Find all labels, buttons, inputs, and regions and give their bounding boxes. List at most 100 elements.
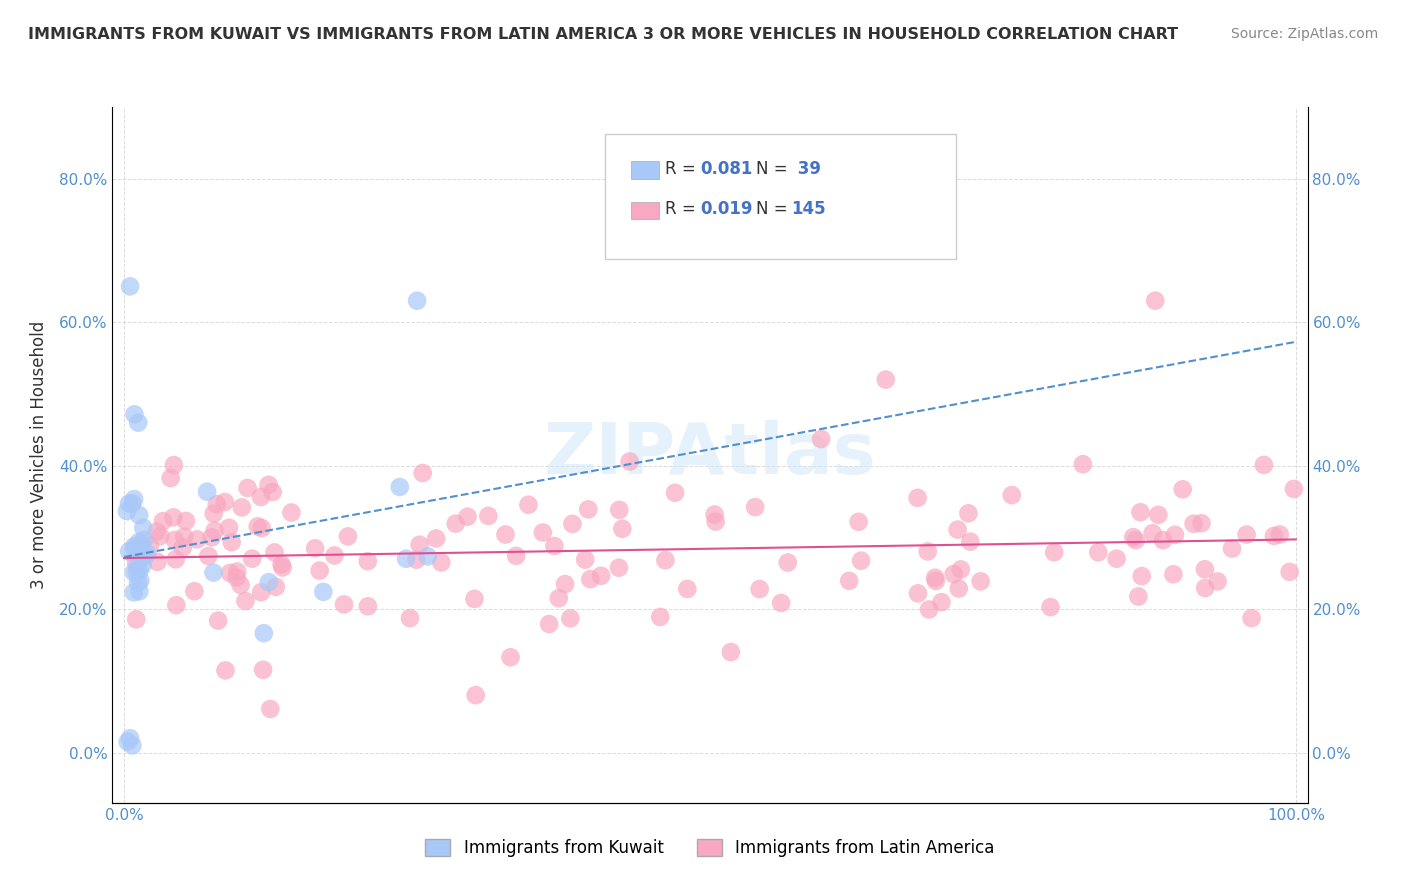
Immigrants from Kuwait: [128, 563, 150, 577]
Immigrants from Kuwait: [416, 549, 439, 564]
Immigrants from Latin America: [145, 524, 167, 539]
Immigrants from Kuwait: [121, 739, 143, 753]
Immigrants from Latin America: [271, 560, 294, 574]
Immigrants from Latin America: [664, 485, 686, 500]
Immigrants from Latin America: [225, 571, 247, 585]
Immigrants from Latin America: [1001, 488, 1024, 502]
Y-axis label: 3 or more Vehicles in Household: 3 or more Vehicles in Household: [30, 321, 48, 589]
Immigrants from Latin America: [250, 585, 273, 599]
Immigrants from Latin America: [1236, 527, 1258, 541]
Immigrants from Latin America: [323, 549, 346, 563]
Immigrants from Kuwait: [132, 533, 155, 547]
Immigrants from Kuwait: [253, 626, 276, 640]
Immigrants from Latin America: [942, 567, 965, 582]
Immigrants from Latin America: [1182, 516, 1205, 531]
Immigrants from Latin America: [591, 569, 613, 583]
Immigrants from Kuwait: [132, 521, 155, 535]
Immigrants from Latin America: [444, 516, 467, 531]
Immigrants from Latin America: [207, 614, 229, 628]
Immigrants from Latin America: [280, 506, 302, 520]
Text: R =: R =: [665, 200, 702, 218]
Immigrants from Latin America: [547, 591, 569, 606]
Immigrants from Latin America: [703, 508, 725, 522]
Immigrants from Latin America: [924, 571, 946, 585]
Immigrants from Latin America: [607, 503, 630, 517]
Immigrants from Latin America: [250, 490, 273, 504]
Immigrants from Latin America: [218, 521, 240, 535]
Immigrants from Kuwait: [129, 574, 152, 588]
Immigrants from Latin America: [1263, 529, 1285, 543]
Immigrants from Latin America: [1194, 562, 1216, 576]
Text: N =: N =: [756, 160, 793, 178]
Immigrants from Latin America: [560, 611, 582, 625]
Immigrants from Latin America: [464, 688, 486, 702]
Immigrants from Latin America: [186, 533, 208, 547]
Immigrants from Kuwait: [202, 566, 225, 580]
Immigrants from Kuwait: [125, 566, 148, 580]
Immigrants from Latin America: [357, 599, 380, 614]
Immigrants from Latin America: [1043, 545, 1066, 559]
Immigrants from Kuwait: [128, 535, 150, 549]
Immigrants from Latin America: [969, 574, 991, 589]
Immigrants from Latin America: [1105, 551, 1128, 566]
Immigrants from Kuwait: [118, 496, 141, 510]
Immigrants from Latin America: [1268, 527, 1291, 541]
Immigrants from Latin America: [162, 510, 184, 524]
Immigrants from Latin America: [720, 645, 742, 659]
Immigrants from Latin America: [1253, 458, 1275, 472]
Immigrants from Kuwait: [122, 585, 145, 599]
Immigrants from Kuwait: [124, 541, 146, 556]
Immigrants from Latin America: [259, 702, 281, 716]
Immigrants from Latin America: [252, 663, 274, 677]
Immigrants from Kuwait: [121, 496, 143, 510]
Immigrants from Kuwait: [134, 549, 156, 563]
Immigrants from Kuwait: [195, 484, 218, 499]
Immigrants from Latin America: [907, 586, 929, 600]
Text: N =: N =: [756, 200, 793, 218]
Immigrants from Latin America: [399, 611, 422, 625]
Immigrants from Latin America: [748, 582, 770, 596]
Immigrants from Latin America: [948, 582, 970, 596]
Immigrants from Latin America: [704, 515, 727, 529]
Immigrants from Kuwait: [129, 551, 152, 566]
Immigrants from Kuwait: [388, 480, 411, 494]
Immigrants from Latin America: [531, 525, 554, 540]
Immigrants from Latin America: [543, 539, 565, 553]
Immigrants from Kuwait: [395, 551, 418, 566]
Immigrants from Latin America: [1171, 483, 1194, 497]
Immigrants from Latin America: [405, 552, 427, 566]
Legend: Immigrants from Kuwait, Immigrants from Latin America: Immigrants from Kuwait, Immigrants from …: [419, 832, 1001, 864]
Immigrants from Latin America: [221, 535, 243, 549]
Immigrants from Kuwait: [120, 731, 141, 746]
Immigrants from Latin America: [246, 519, 269, 533]
Immigrants from Latin America: [231, 500, 253, 515]
Immigrants from Kuwait: [406, 293, 429, 308]
Immigrants from Latin America: [173, 530, 195, 544]
Immigrants from Latin America: [165, 598, 187, 612]
Immigrants from Latin America: [931, 595, 953, 609]
Immigrants from Latin America: [838, 574, 860, 588]
Immigrants from Latin America: [918, 602, 941, 616]
Text: ZIPAtlas: ZIPAtlas: [544, 420, 876, 490]
Immigrants from Latin America: [776, 556, 799, 570]
Immigrants from Latin America: [574, 552, 596, 566]
Immigrants from Kuwait: [127, 560, 149, 574]
Immigrants from Latin America: [477, 508, 499, 523]
Immigrants from Latin America: [304, 541, 326, 556]
Immigrants from Kuwait: [127, 575, 149, 590]
Immigrants from Latin America: [125, 612, 148, 626]
Immigrants from Latin America: [538, 617, 561, 632]
Immigrants from Latin America: [1071, 457, 1094, 471]
Immigrants from Kuwait: [128, 584, 150, 599]
Immigrants from Latin America: [576, 502, 599, 516]
Immigrants from Latin America: [770, 596, 793, 610]
Immigrants from Latin America: [554, 577, 576, 591]
Immigrants from Latin America: [270, 558, 292, 572]
Immigrants from Kuwait: [128, 540, 150, 554]
Immigrants from Latin America: [235, 594, 257, 608]
Immigrants from Latin America: [612, 522, 634, 536]
Immigrants from Latin America: [561, 516, 583, 531]
Immigrants from Kuwait: [312, 584, 335, 599]
Immigrants from Kuwait: [120, 279, 141, 293]
Immigrants from Latin America: [1147, 508, 1170, 522]
